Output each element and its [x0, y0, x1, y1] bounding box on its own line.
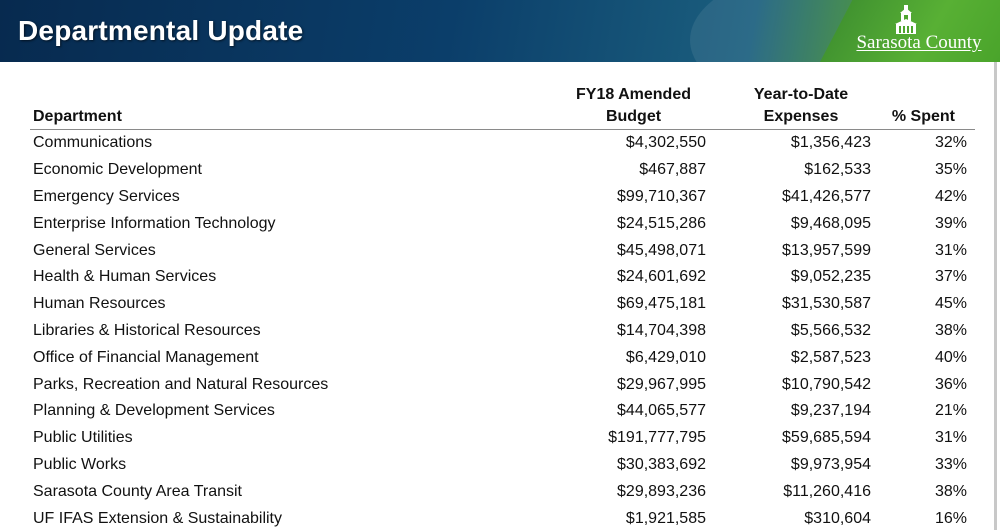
- column-header-expenses: Year-to-Date Expenses: [720, 84, 885, 130]
- page-title: Departmental Update: [18, 15, 304, 46]
- table-row: Public Utilities $191,777,795 $59,685,59…: [30, 425, 975, 452]
- cell-percent-spent: 35%: [934, 161, 967, 179]
- table-row: General Services $45,498,071 $13,957,599…: [30, 237, 975, 264]
- cell-expenses: $9,052,235: [790, 268, 871, 286]
- table-row: UF IFAS Extension & Sustainability $1,92…: [30, 505, 975, 532]
- column-header-department: Department: [30, 84, 550, 130]
- cell-percent-spent: 39%: [934, 214, 967, 232]
- cell-percent-spent: 31%: [934, 241, 967, 259]
- logo-text: Sarasota County: [856, 32, 982, 53]
- cell-department: Libraries & Historical Resources: [33, 321, 261, 339]
- cell-percent-spent: 33%: [934, 455, 967, 473]
- cell-expenses: $41,426,577: [782, 187, 871, 205]
- cell-percent-spent: 42%: [934, 187, 967, 205]
- cell-percent-spent: 36%: [934, 375, 967, 393]
- cell-department: Enterprise Information Technology: [33, 214, 276, 232]
- cell-percent-spent: 21%: [934, 402, 967, 420]
- cell-percent-spent: 38%: [934, 482, 967, 500]
- cell-department: Planning & Development Services: [33, 402, 275, 420]
- cell-department: Emergency Services: [33, 187, 180, 205]
- table-row: Parks, Recreation and Natural Resources …: [30, 371, 975, 398]
- cell-budget: $30,383,692: [617, 455, 706, 473]
- cell-expenses: $162,533: [804, 161, 871, 179]
- cell-percent-spent: 31%: [934, 429, 967, 447]
- cell-budget: $29,967,995: [617, 375, 706, 393]
- cell-department: UF IFAS Extension & Sustainability: [33, 509, 282, 527]
- cell-percent-spent: 40%: [934, 348, 967, 366]
- budget-table: Department FY18 Amended Budget Year-to-D…: [30, 84, 975, 532]
- cell-budget: $1,921,585: [625, 509, 706, 527]
- courthouse-tower-icon: [895, 5, 917, 34]
- cell-budget: $99,710,367: [617, 187, 706, 205]
- table-row: Emergency Services $99,710,367 $41,426,5…: [30, 184, 975, 211]
- cell-expenses: $5,566,532: [790, 321, 871, 339]
- cell-department: Parks, Recreation and Natural Resources: [33, 375, 329, 393]
- table-row: Human Resources $69,475,181 $31,530,587 …: [30, 291, 975, 318]
- cell-expenses: $31,530,587: [782, 295, 871, 313]
- cell-expenses: $11,260,416: [783, 482, 871, 500]
- cell-budget: $191,777,795: [608, 429, 706, 447]
- cell-department: Communications: [33, 134, 153, 152]
- cell-department: Public Works: [33, 455, 127, 473]
- cell-expenses: $9,468,095: [790, 214, 871, 232]
- cell-department: Public Utilities: [33, 429, 133, 447]
- table-row: Economic Development $467,887 $162,533 3…: [30, 157, 975, 184]
- cell-budget: $29,893,236: [617, 482, 706, 500]
- table-row: Libraries & Historical Resources $14,704…: [30, 318, 975, 345]
- cell-percent-spent: 38%: [934, 321, 967, 339]
- cell-budget: $4,302,550: [625, 134, 706, 152]
- cell-percent-spent: 32%: [934, 134, 967, 152]
- cell-department: Health & Human Services: [33, 268, 217, 286]
- cell-expenses: $13,957,599: [782, 241, 871, 259]
- cell-department: Economic Development: [33, 161, 202, 179]
- cell-expenses: $59,685,594: [782, 429, 871, 447]
- cell-budget: $69,475,181: [617, 295, 706, 313]
- cell-percent-spent: 37%: [934, 268, 967, 286]
- sarasota-county-logo: Sarasota County: [844, 2, 994, 58]
- column-header-percent-spent: % Spent: [885, 84, 975, 130]
- cell-budget: $24,515,286: [617, 214, 706, 232]
- right-edge-rule: [994, 62, 997, 530]
- cell-percent-spent: 16%: [934, 509, 967, 527]
- cell-budget: $24,601,692: [617, 268, 706, 286]
- cell-budget: $14,704,398: [617, 321, 706, 339]
- cell-expenses: $1,356,423: [790, 134, 871, 152]
- cell-budget: $45,498,071: [617, 241, 706, 259]
- cell-expenses: $10,790,542: [782, 375, 871, 393]
- table-row: Public Works $30,383,692 $9,973,954 33%: [30, 452, 975, 479]
- cell-department: General Services: [33, 241, 156, 259]
- table-header-row: Department FY18 Amended Budget Year-to-D…: [30, 84, 975, 130]
- cell-budget: $6,429,010: [625, 348, 706, 366]
- cell-percent-spent: 45%: [934, 295, 967, 313]
- table-row: Communications $4,302,550 $1,356,423 32%: [30, 130, 975, 157]
- cell-department: Office of Financial Management: [33, 348, 259, 366]
- cell-budget: $44,065,577: [617, 402, 706, 420]
- table-row: Sarasota County Area Transit $29,893,236…: [30, 478, 975, 505]
- table-row: Planning & Development Services $44,065,…: [30, 398, 975, 425]
- table-row: Enterprise Information Technology $24,51…: [30, 210, 975, 237]
- table-row: Health & Human Services $24,601,692 $9,0…: [30, 264, 975, 291]
- cell-expenses: $310,604: [804, 509, 871, 527]
- header-banner: Departmental Update Sarasota County: [0, 0, 1000, 62]
- column-header-budget: FY18 Amended Budget: [550, 84, 720, 130]
- cell-department: Human Resources: [33, 295, 166, 313]
- cell-expenses: $2,587,523: [790, 348, 871, 366]
- cell-expenses: $9,237,194: [790, 402, 871, 420]
- cell-expenses: $9,973,954: [790, 455, 871, 473]
- cell-budget: $467,887: [639, 161, 706, 179]
- table-row: Office of Financial Management $6,429,01…: [30, 344, 975, 371]
- cell-department: Sarasota County Area Transit: [33, 482, 242, 500]
